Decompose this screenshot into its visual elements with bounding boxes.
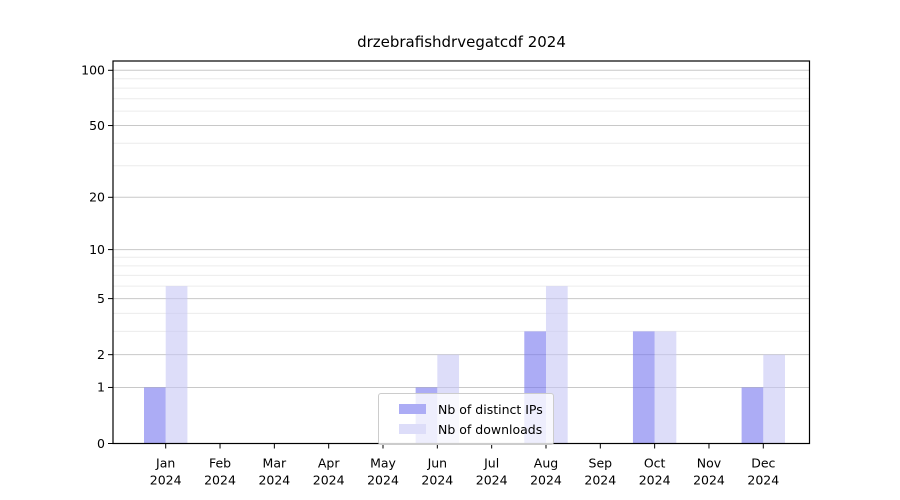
- legend-item-distinct-ips: Nb of distinct IPs: [386, 399, 543, 419]
- y-tick-label: 5: [97, 291, 105, 306]
- legend-label-distinct-ips: Nb of distinct IPs: [438, 401, 543, 417]
- y-tick-label: 1: [97, 380, 105, 395]
- x-tick-label-month: Oct: [644, 456, 666, 471]
- x-tick-label-year: 2024: [421, 473, 453, 488]
- bar-distinct-ips-oct: [632, 331, 655, 444]
- y-tick-label: 20: [89, 190, 105, 205]
- y-tick-label: 0: [97, 436, 105, 451]
- bar-downloads-oct: [654, 331, 677, 444]
- legend: Nb of distinct IPs Nb of downloads: [378, 393, 554, 445]
- y-tick-label: 10: [89, 242, 105, 257]
- chart-title: drzebrafishdrvegatcdf 2024: [357, 33, 566, 51]
- x-tick-label-year: 2024: [584, 473, 616, 488]
- legend-item-downloads: Nb of downloads: [386, 419, 543, 439]
- x-tick-label-month: May: [370, 456, 396, 471]
- bar-downloads-dec: [763, 354, 785, 444]
- x-tick-label-year: 2024: [639, 473, 671, 488]
- bar-distinct-ips-jan: [144, 387, 166, 444]
- x-tick-label-month: Mar: [263, 456, 287, 471]
- x-tick-label-year: 2024: [258, 473, 290, 488]
- axis-frame: [112, 60, 811, 445]
- x-tick-label-month: Dec: [751, 456, 775, 471]
- bar-downloads-jan: [165, 286, 188, 444]
- x-tick-label-month: Apr: [318, 456, 340, 471]
- x-tick-label-year: 2024: [693, 473, 725, 488]
- y-tick-label: 50: [89, 118, 105, 133]
- x-tick-label-month: Aug: [534, 456, 558, 471]
- x-tick-label-year: 2024: [367, 473, 399, 488]
- x-tick-label-year: 2024: [150, 473, 182, 488]
- x-tick-label-month: Jul: [483, 456, 499, 471]
- x-tick-label-month: Jun: [427, 456, 448, 471]
- x-tick-label-year: 2024: [204, 473, 236, 488]
- y-tick-label: 100: [81, 63, 105, 78]
- y-tick-label: 2: [97, 347, 105, 362]
- x-tick-label-month: Nov: [697, 456, 722, 471]
- legend-label-downloads: Nb of downloads: [438, 421, 543, 437]
- x-tick-label-month: Sep: [589, 456, 613, 471]
- x-tick-label-year: 2024: [476, 473, 508, 488]
- bar-distinct-ips-dec: [741, 387, 764, 444]
- x-tick-label-month: Jan: [155, 456, 175, 471]
- x-tick-label-year: 2024: [313, 473, 345, 488]
- legend-swatch-distinct-ips: [399, 404, 426, 414]
- x-tick-label-month: Feb: [209, 456, 231, 471]
- legend-swatch-downloads: [399, 424, 426, 434]
- x-tick-label-year: 2024: [530, 473, 562, 488]
- x-tick-label-year: 2024: [747, 473, 779, 488]
